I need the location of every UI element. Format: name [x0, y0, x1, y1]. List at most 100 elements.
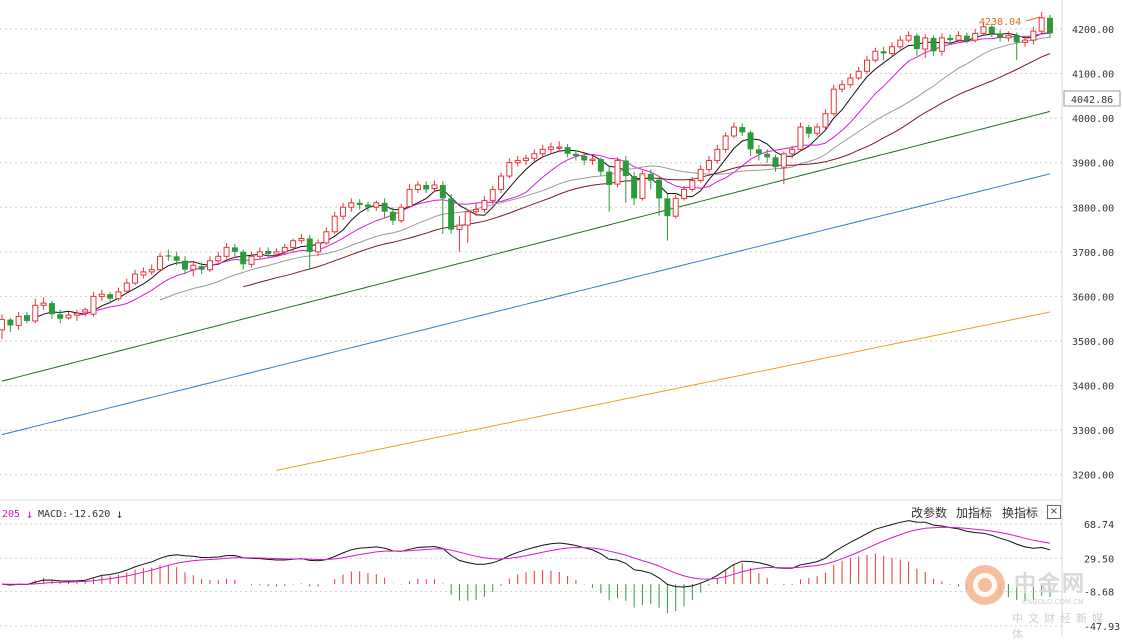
add-indicator-button[interactable]: 加指标 — [956, 506, 993, 520]
candle-body-up — [73, 312, 80, 316]
candle-body-up — [955, 35, 962, 41]
y-tick-label: 4000.00 — [1072, 114, 1114, 125]
candle-body-down — [913, 35, 920, 50]
candle-body-down — [439, 184, 446, 199]
candle-body-down — [622, 160, 629, 177]
candle-body-down — [772, 157, 779, 168]
candle-body-up — [789, 148, 796, 155]
candle-body-down — [107, 294, 114, 299]
candle-body-down — [57, 314, 64, 319]
macd-prev-value: 205 — [2, 509, 20, 520]
candle-body-up — [705, 159, 712, 170]
y-tick-label: 3300.00 — [1072, 426, 1114, 437]
candle-body-up — [547, 146, 554, 150]
candle-body-down — [656, 179, 663, 199]
watermark-tagline: 中文财经新媒体 — [1012, 612, 1108, 641]
close-icon[interactable]: × — [1047, 505, 1061, 519]
candle-body-up — [406, 188, 413, 207]
ma120-line — [1, 173, 1051, 436]
macd-histogram — [9, 553, 1051, 614]
candle-body-up — [90, 295, 97, 315]
candle-body-down — [181, 260, 188, 270]
ma5-line — [35, 32, 1051, 318]
candle-body-up — [298, 237, 305, 242]
candle-body-up — [473, 208, 480, 213]
macd-axis: 68.74 29.50 -8.68 -47.93 — [1084, 520, 1120, 633]
candle-body-up — [847, 77, 854, 86]
candle-body-up — [489, 188, 496, 202]
logo-icon — [965, 565, 1005, 605]
candle-body-up — [456, 224, 463, 231]
candle-body-down — [631, 176, 638, 199]
candle-body-up — [464, 211, 471, 226]
candle-body-up — [689, 180, 696, 190]
candle-body-up — [190, 264, 197, 271]
candle-body-up — [514, 159, 521, 164]
candle-body-down — [381, 202, 388, 212]
watermark-name: 中金网 — [1014, 572, 1087, 597]
candle-body-down — [597, 159, 604, 172]
macd-grid — [0, 523, 1062, 627]
modify-params-button[interactable]: 改参数 — [911, 506, 948, 520]
candle-body-up — [206, 260, 213, 271]
y-tick-label: 3400.00 — [1072, 382, 1114, 393]
candle-body-down — [240, 251, 247, 265]
candle-body-up — [589, 158, 596, 161]
candle-body-up — [0, 319, 5, 331]
y-tick-label: 3600.00 — [1072, 292, 1114, 303]
candle-body-up — [148, 269, 155, 273]
candles — [0, 12, 1053, 339]
candle-body-up — [32, 304, 39, 322]
candle-body-up — [348, 202, 355, 208]
candle-body-up — [481, 200, 488, 210]
switch-indicator-button[interactable]: 换指标 — [1002, 506, 1039, 520]
candle-body-up — [797, 126, 804, 150]
ma30-line — [243, 53, 1051, 288]
candle-body-up — [839, 84, 846, 90]
candle-body-up — [714, 148, 721, 161]
candle-body-down — [1047, 17, 1053, 34]
candle-body-up — [281, 246, 288, 253]
candle-body-up — [140, 271, 147, 276]
candle-body-up — [82, 309, 89, 313]
price-axis: 4200.00 4100.00 4000.00 3900.00 3800.00 3700.… — [1061, 0, 1122, 636]
candle-body-up — [398, 206, 405, 222]
high-annotation: 4238.04 — [979, 17, 1021, 28]
candle-body-down — [930, 37, 937, 52]
candle-body-up — [98, 293, 105, 297]
candle-body-down — [1013, 35, 1020, 43]
ma10-line — [76, 32, 1051, 316]
candle-body-up — [1005, 35, 1012, 39]
macd-tick-label: -47.93 — [1084, 622, 1120, 633]
candle-body-down — [23, 315, 30, 321]
candle-body-up — [132, 273, 139, 284]
candle-body-down — [963, 35, 970, 41]
candle-body-up — [331, 215, 338, 233]
candle-body-down — [805, 127, 812, 134]
candle-body-up — [980, 26, 987, 34]
candle-body-up — [780, 153, 787, 168]
candle-body-down — [423, 184, 430, 190]
high-annotation-arrow — [1025, 16, 1041, 22]
y-tick-label: 3500.00 — [1072, 337, 1114, 348]
candle-body-up — [531, 153, 538, 159]
candle-body-down — [988, 26, 995, 34]
candle-body-down — [581, 156, 588, 161]
y-tick-label: 3700.00 — [1072, 248, 1114, 259]
candle-body-up — [822, 113, 829, 128]
candle-body-up — [414, 184, 421, 190]
macd-tick-label: -8.68 — [1084, 588, 1114, 599]
candle-body-up — [938, 37, 945, 52]
candle-body-down — [231, 247, 238, 252]
candle-body-down — [48, 303, 55, 315]
candle-body-up — [248, 255, 255, 265]
dif-line — [1, 520, 1051, 588]
candle-body-up — [697, 168, 704, 182]
y-tick-label: 3900.00 — [1072, 159, 1114, 170]
candle-body-down — [389, 211, 396, 221]
candle-body-up — [340, 206, 347, 217]
candle-body-up — [1038, 17, 1045, 32]
candle-body-down — [7, 319, 14, 326]
candle-body-up — [15, 315, 22, 326]
